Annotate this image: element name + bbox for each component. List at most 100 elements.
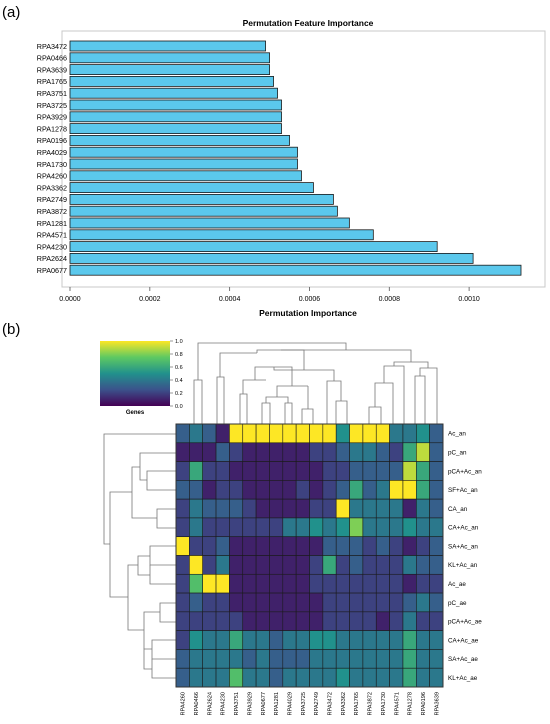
- heat-cell-SA+Ac_ae-RPA2749: [309, 649, 324, 669]
- heat-cell-pC_an-RPA1730: [375, 442, 390, 462]
- heat-row-label: Ac_an: [448, 431, 466, 438]
- heat-cell-Ac_ae-RPA3362: [335, 573, 350, 594]
- heat-cell-Ac_an-RPA1278: [402, 423, 417, 444]
- heat-cell-SA+Ac_an-RPA3725: [295, 536, 310, 556]
- heat-cell-SA+Ac_an-RPA3362: [335, 536, 350, 556]
- heat-cell-pCA+Ac_ae-RPA0466: [189, 611, 204, 631]
- bar-RPA4230: [69, 241, 438, 253]
- heat-cell-SA+Ac_ae-RPA1278: [402, 649, 417, 669]
- panel-label-b: (b): [2, 321, 20, 338]
- heat-cell-SF+Ac_an-RPA4230: [215, 480, 230, 500]
- heat-cell-pCA+Ac_ae-RPA4029: [282, 611, 297, 631]
- heat-cell-CA+Ac_ae-RPA4029: [282, 630, 297, 650]
- heat-cell-CA_an-RPA2749: [309, 498, 324, 519]
- heat-cell-Ac_an-RPA4230: [215, 423, 230, 444]
- heat-cell-pCA+Ac_ae-RPA1281: [269, 611, 284, 631]
- heat-cell-pCA+Ac_ae-RPA1765: [349, 611, 364, 631]
- heat-cell-pCA+Ac_ae-RPA4571: [389, 611, 404, 631]
- heat-cell-Ac_ae-RPA3872: [362, 573, 377, 594]
- heat-cell-SA+Ac_ae-RPA3362: [335, 649, 350, 669]
- heat-cell-SA+Ac_an-RPA3929: [242, 536, 257, 556]
- colorbar-tick-label: 0.6: [175, 365, 183, 371]
- heat-cell-pCA+Ac_ae-RPA3639: [429, 611, 444, 631]
- heat-cell-SA+Ac_an-RPA3751: [229, 536, 244, 556]
- heat-cell-KL+Ac_an-RPA4230: [215, 555, 230, 575]
- heat-cell-KL+Ac_ae-RPA3872: [362, 667, 377, 688]
- colorbar-tick-label: 0.2: [175, 391, 183, 397]
- heat-cell-CA_an-RPA3725: [295, 498, 310, 519]
- bar-label-RPA1281: RPA1281: [37, 219, 67, 228]
- bar-label-RPA1730: RPA1730: [37, 160, 67, 169]
- colorbar-tick-label: 0.8: [175, 352, 183, 358]
- heat-cell-Ac_an-RPA4029: [282, 423, 297, 444]
- bar-label-RPA0677: RPA0677: [37, 266, 67, 275]
- heat-cell-pC_ae-RPA3362: [335, 592, 350, 613]
- heat-cell-pC_an-RPA3929: [242, 442, 257, 462]
- heat-cell-Ac_ae-RPA0196: [415, 573, 430, 594]
- heat-col-label: RPA0466: [194, 692, 200, 716]
- heat-cell-pCA+Ac_ae-RPA3472: [322, 611, 337, 631]
- heat-cell-KL+Ac_an-RPA4029: [282, 555, 297, 575]
- heat-cell-pCA+Ac_an-RPA1730: [375, 461, 390, 481]
- heat-cell-CA_an-RPA3751: [229, 498, 244, 519]
- bar-RPA1765: [69, 76, 274, 87]
- heat-col-label: RPA3472: [328, 692, 334, 716]
- heat-row-label: Ac_ae: [448, 581, 466, 588]
- bar-xtick-label: 0.0008: [379, 296, 401, 303]
- bar-RPA2624: [69, 252, 474, 264]
- heat-cell-pCA+Ac_ae-RPA1278: [402, 611, 417, 631]
- row-dendrogram: [103, 433, 176, 679]
- heat-cell-Ac_an-RPA3472: [322, 423, 337, 444]
- heat-cell-pC_an-RPA3725: [295, 442, 310, 462]
- heat-cell-CA+Ac_ae-RPA1281: [269, 630, 284, 650]
- bar-RPA1278: [69, 123, 282, 134]
- colorbar-tick-label: 0.4: [175, 378, 183, 384]
- heat-col-label: RPA3929: [247, 692, 253, 716]
- heat-cell-CA+Ac_an-RPA0196: [415, 517, 430, 538]
- heat-cell-CA+Ac_ae-RPA4230: [215, 630, 230, 650]
- heat-cell-SA+Ac_ae-RPA3639: [429, 649, 444, 669]
- colorbar-legend-box: [100, 341, 170, 406]
- heat-cell-CA+Ac_an-RPA2749: [309, 517, 324, 538]
- heat-cell-KL+Ac_ae-RPA3472: [322, 667, 337, 688]
- heat-cell-pC_ae-RPA3725: [295, 592, 310, 613]
- heat-cell-KL+Ac_an-RPA4260: [175, 555, 190, 575]
- heat-cell-pC_an-RPA1278: [402, 442, 417, 462]
- heat-cell-pCA+Ac_ae-RPA3751: [229, 611, 244, 631]
- heat-col-label: RPA4571: [394, 692, 400, 716]
- bar-xtick-label: 0.0010: [458, 296, 480, 303]
- bar-label-RPA4571: RPA4571: [37, 231, 67, 240]
- heat-cell-Ac_an-RPA1765: [349, 423, 364, 444]
- heat-cell-pC_ae-RPA3929: [242, 592, 257, 613]
- bar-chart: Permutation Feature Importance Permutati…: [37, 18, 546, 318]
- heat-cell-Ac_ae-RPA4571: [389, 573, 404, 594]
- heat-cell-Ac_ae-RPA3472: [322, 573, 337, 594]
- bar-label-RPA0466: RPA0466: [37, 54, 67, 63]
- heat-cell-SA+Ac_an-RPA0677: [255, 536, 270, 556]
- heat-cell-Ac_ae-RPA3639: [429, 573, 444, 594]
- heat-cell-pC_ae-RPA4029: [282, 592, 297, 613]
- heat-cell-Ac_ae-RPA4260: [175, 573, 190, 594]
- heat-cell-SA+Ac_an-RPA2749: [309, 536, 324, 556]
- heat-cell-pC_an-RPA0196: [415, 442, 430, 462]
- heat-cell-CA_an-RPA4260: [175, 498, 190, 519]
- heat-cell-CA_an-RPA1278: [402, 498, 417, 519]
- heat-cell-pCA+Ac_ae-RPA4260: [175, 611, 190, 631]
- bar-RPA3639: [69, 64, 270, 75]
- heatmap-chart: 1.0 0.8 0.6 0.4 0.2 0.0 Genes: [100, 339, 482, 716]
- heat-cell-KL+Ac_ae-RPA0466: [189, 667, 204, 688]
- heat-cell-Ac_ae-RPA1278: [402, 573, 417, 594]
- heat-cell-CA_an-RPA0677: [255, 498, 270, 519]
- heat-cell-pC_ae-RPA4571: [389, 592, 404, 613]
- heat-cell-SF+Ac_an-RPA4260: [175, 480, 190, 500]
- heat-col-label: RPA2749: [314, 692, 320, 716]
- heat-cell-Ac_ae-RPA4230: [215, 573, 230, 594]
- heat-cell-CA+Ac_an-RPA3362: [335, 517, 350, 538]
- heat-cell-pCA+Ac_an-RPA3472: [322, 461, 337, 481]
- heat-col-label: RPA1281: [274, 692, 280, 716]
- heat-cell-CA_an-RPA2624: [202, 498, 217, 519]
- bar-label-RPA1765: RPA1765: [37, 77, 67, 86]
- heat-cell-KL+Ac_an-RPA3929: [242, 555, 257, 575]
- heat-cell-Ac_an-RPA1281: [269, 423, 284, 444]
- bar-xtick-label: 0.0006: [299, 296, 321, 303]
